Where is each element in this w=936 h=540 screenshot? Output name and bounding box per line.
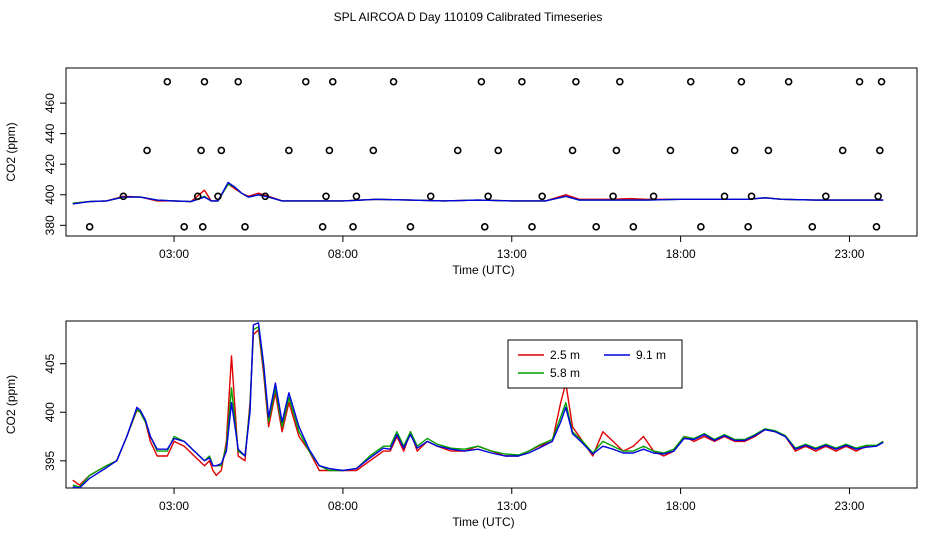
calibration-point xyxy=(697,223,705,231)
calibration-point xyxy=(119,192,128,201)
calibration-point xyxy=(686,77,695,86)
x-tick-label: 18:00 xyxy=(666,247,696,261)
calibration-point xyxy=(538,192,546,201)
calibration-point xyxy=(629,223,638,231)
calibration-point xyxy=(784,77,793,86)
calibration-point xyxy=(666,146,675,155)
calibration-point xyxy=(453,146,462,155)
calibration-point xyxy=(369,146,378,155)
calibration-point xyxy=(737,77,746,86)
x-tick-label: 03:00 xyxy=(159,247,189,261)
y-tick-label: 400 xyxy=(43,184,57,204)
calibration-point xyxy=(85,223,94,231)
calibration-point xyxy=(872,223,881,231)
x-tick-label: 13:00 xyxy=(497,499,527,513)
plot-frame xyxy=(65,320,918,489)
calibration-point xyxy=(876,146,884,155)
series-group xyxy=(72,322,884,488)
y-axis-label: CO2 (ppm) xyxy=(4,122,18,181)
calibration-point xyxy=(163,77,172,86)
x-tick-label: 23:00 xyxy=(834,499,864,513)
calibration-point xyxy=(285,146,293,155)
calibration-point xyxy=(349,223,357,231)
calibration-point xyxy=(480,223,489,231)
series-line-5.8m xyxy=(72,326,884,488)
calibration-point xyxy=(649,192,658,201)
y-tick-label: 460 xyxy=(43,93,57,113)
x-tick-label: 18:00 xyxy=(666,499,696,513)
calibration-point xyxy=(484,192,492,201)
calibration-point xyxy=(612,146,621,155)
calibration-point xyxy=(822,192,830,201)
calibration-point xyxy=(261,192,270,201)
calibration-point xyxy=(528,223,536,231)
calibration-point xyxy=(143,146,151,155)
calibration-point xyxy=(198,223,207,231)
x-tick-label: 03:00 xyxy=(159,499,189,513)
calibration-point xyxy=(214,192,222,201)
legend-box xyxy=(507,339,683,389)
calibration-point xyxy=(874,192,882,201)
calibration-point xyxy=(389,77,398,86)
calibration-point xyxy=(616,77,624,86)
y-tick-label: 440 xyxy=(43,123,57,143)
x-tick-label: 08:00 xyxy=(328,499,358,513)
calibration-point xyxy=(325,146,334,155)
calibration-point xyxy=(241,223,249,231)
calibration-point xyxy=(406,223,415,231)
calibration-point xyxy=(318,223,327,231)
x-axis-label: Time (UTC) xyxy=(452,263,514,277)
legend-label: 5.8 m xyxy=(550,366,580,380)
calibration-point xyxy=(764,146,773,155)
calibration-point xyxy=(572,77,580,86)
calibration-point xyxy=(301,77,310,86)
calibration-point xyxy=(855,77,864,86)
calibration-point xyxy=(838,146,847,155)
legend: 2.5 m 5.8 m 9.1 m xyxy=(507,339,683,389)
calibration-point xyxy=(197,146,205,155)
series-group xyxy=(72,181,884,205)
calibration-point xyxy=(352,192,361,201)
x-tick-label: 08:00 xyxy=(328,247,358,261)
panel-top: 03:00 08:00 13:00 18:00 23:00 380 400 420 440 460… xyxy=(4,67,918,277)
calibration-point xyxy=(234,77,243,86)
x-tick-label: 23:00 xyxy=(834,247,864,261)
chart-title: SPL AIRCOA D Day 110109 Calibrated Times… xyxy=(333,10,603,24)
legend-label: 2.5 m xyxy=(550,348,580,362)
x-tick-label: 13:00 xyxy=(497,247,527,261)
calibration-point xyxy=(518,77,526,86)
y-tick-label: 380 xyxy=(43,215,57,235)
calibration-point xyxy=(180,223,188,231)
y-tick-label: 395 xyxy=(43,450,57,470)
legend-label: 9.1 m xyxy=(636,348,666,362)
y-tick-label: 400 xyxy=(43,402,57,422)
calibration-point xyxy=(328,77,337,86)
plot-frame xyxy=(65,67,918,237)
series-line-2.5m xyxy=(72,329,884,486)
calibration-point xyxy=(494,146,503,155)
series-line-2 xyxy=(72,181,884,205)
calibration-point xyxy=(322,192,330,201)
calibration-point xyxy=(592,223,600,231)
calibration-point xyxy=(877,77,886,86)
calibration-point xyxy=(217,146,226,155)
y-tick-label: 405 xyxy=(43,353,57,373)
calibration-point xyxy=(193,192,202,201)
series-line-9.1m xyxy=(72,322,884,488)
calibration-point xyxy=(744,223,752,231)
calibration-point xyxy=(568,146,577,155)
calibration-point xyxy=(730,146,739,155)
calibration-point xyxy=(200,77,209,86)
calibration-point xyxy=(720,192,729,201)
y-tick-label: 420 xyxy=(43,154,57,174)
calibration-point xyxy=(426,192,435,201)
calibration-point xyxy=(808,223,817,231)
x-axis-label: Time (UTC) xyxy=(452,515,514,529)
calibration-point xyxy=(747,192,756,201)
calibration-point xyxy=(609,192,617,201)
panel-bottom: 03:00 08:00 13:00 18:00 23:00 395 400 405 Time (… xyxy=(4,320,918,529)
y-axis-label: CO2 (ppm) xyxy=(4,375,18,434)
calibration-point xyxy=(477,77,486,86)
